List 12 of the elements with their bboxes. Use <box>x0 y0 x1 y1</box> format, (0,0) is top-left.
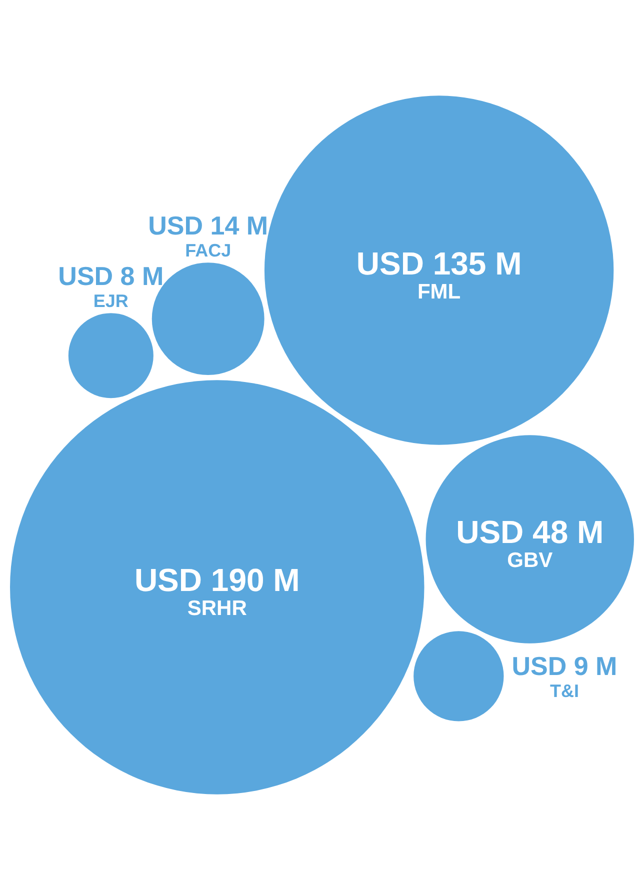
category-label: GBV <box>507 549 553 572</box>
category-label: EJR <box>93 291 128 312</box>
category-label: T&I <box>550 681 579 702</box>
data-label: USD 190 M <box>134 562 300 598</box>
data-label: USD 8 M <box>58 261 164 292</box>
data-label: USD 135 M <box>356 245 522 282</box>
data-label: USD 48 M <box>456 514 604 550</box>
category-label: FML <box>417 280 461 304</box>
data-label: USD 9 M <box>512 651 618 682</box>
data-label: USD 14 M <box>148 210 268 241</box>
category-label: SRHR <box>187 597 247 620</box>
category-label: FACJ <box>185 240 232 261</box>
